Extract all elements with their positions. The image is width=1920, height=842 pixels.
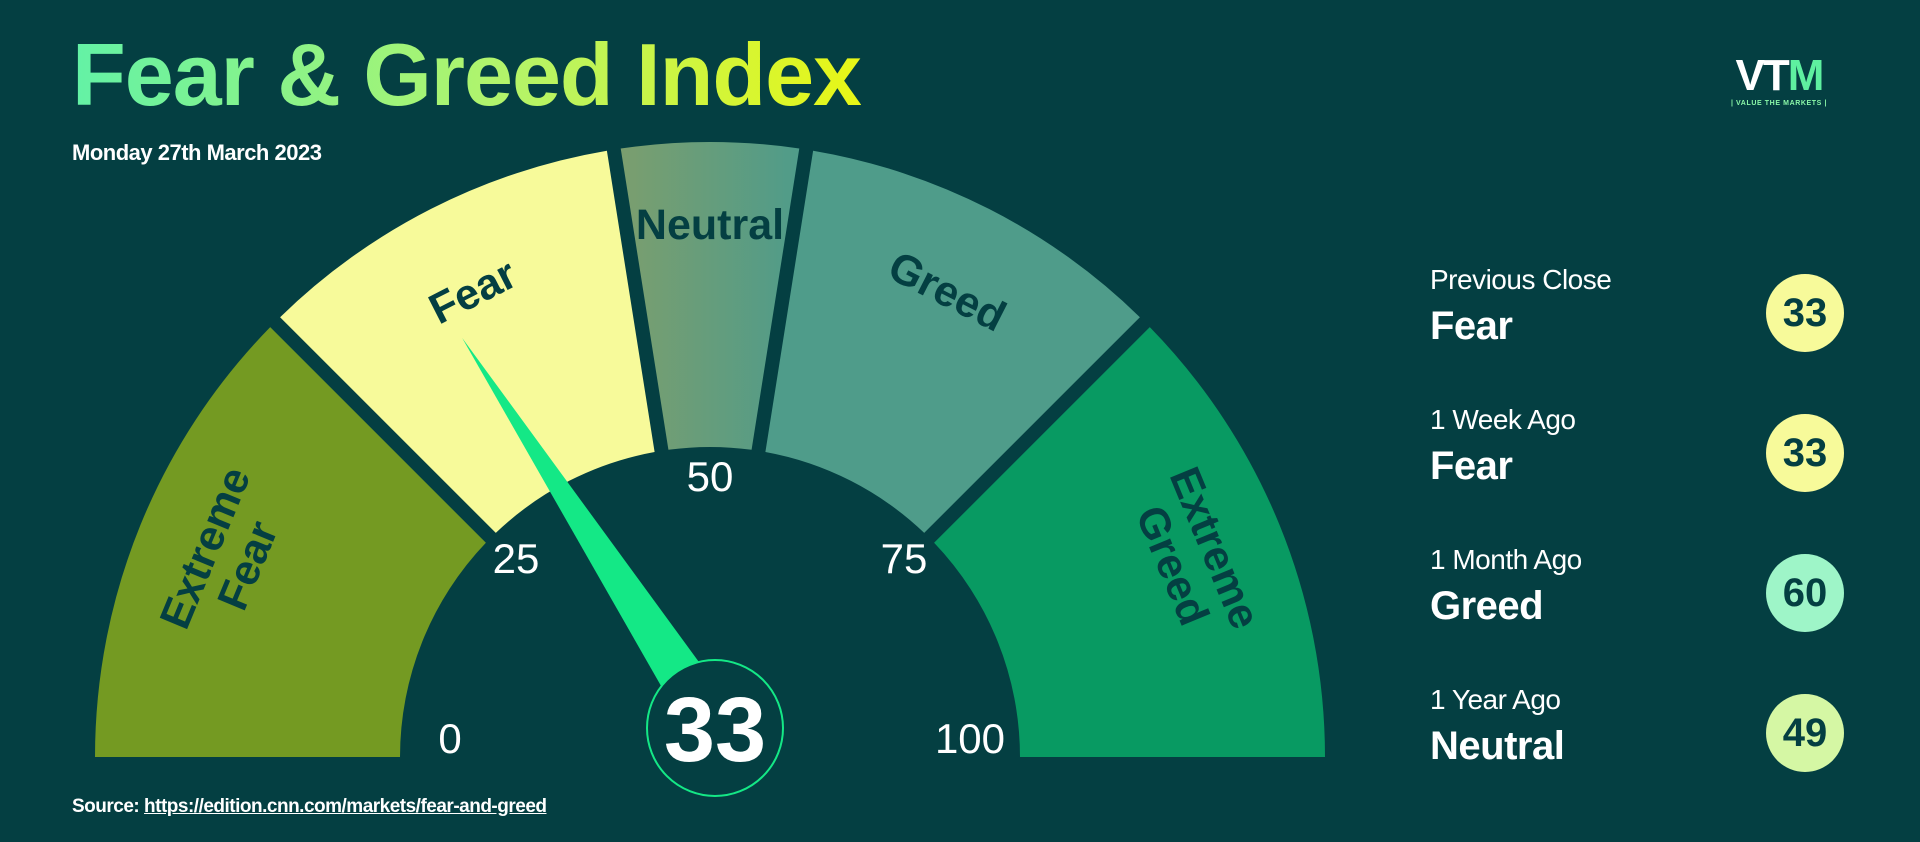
logo-tagline: | VALUE THE MARKETS | xyxy=(1730,100,1828,107)
source-label: Source: xyxy=(72,796,140,817)
gauge-tick-label: 0 xyxy=(438,715,461,762)
gauge-tick-label: 50 xyxy=(687,453,734,500)
page-title: Fear & Greed Index xyxy=(72,25,862,124)
fear-greed-gauge: ExtremeFearFearNeutralGreedExtremeGreed … xyxy=(95,142,1325,797)
history-rating: Neutral xyxy=(1430,724,1565,768)
logo-wordmark-accent: M xyxy=(1787,51,1825,100)
history-rating: Greed xyxy=(1430,584,1544,628)
gauge-segment xyxy=(620,142,800,450)
vtm-logo: VTM | VALUE THE MARKETS | xyxy=(1724,52,1834,114)
gauge-needle xyxy=(462,337,737,743)
history-row: 1 Year Ago Neutral 49 xyxy=(1430,684,1850,794)
gauge-ticks: 0 25 50 75 100 xyxy=(438,453,1005,762)
history-rating: Fear xyxy=(1430,304,1513,348)
history-value-badge: 33 xyxy=(1766,274,1844,352)
history-value-badge: 60 xyxy=(1766,554,1844,632)
history-value-badge: 49 xyxy=(1766,694,1844,772)
gauge-needle-group: 33 xyxy=(462,337,784,797)
source-link[interactable]: https://edition.cnn.com/markets/fear-and… xyxy=(144,796,547,817)
history-period: 1 Month Ago xyxy=(1430,544,1582,575)
logo-wordmark-main: VT xyxy=(1735,51,1790,100)
gauge-tick-label: 100 xyxy=(935,715,1005,762)
source-line: Source: https://edition.cnn.com/markets/… xyxy=(72,796,547,818)
gauge-value-circle xyxy=(646,659,784,797)
logo-wordmark: VTM xyxy=(1724,52,1834,100)
gauge-value: 33 xyxy=(664,679,766,781)
history-row: 1 Month Ago Greed 60 xyxy=(1430,544,1850,654)
gauge-tick-label: 25 xyxy=(493,535,540,582)
history-period: 1 Year Ago xyxy=(1430,684,1561,715)
gauge-tick-label: 75 xyxy=(881,535,928,582)
gauge-segment xyxy=(280,150,655,533)
gauge-segment xyxy=(95,327,486,757)
history-row: 1 Week Ago Fear 33 xyxy=(1430,404,1850,514)
history-row: Previous Close Fear 33 xyxy=(1430,264,1850,374)
gauge-segments xyxy=(95,142,1325,757)
history-rating: Fear xyxy=(1430,444,1513,488)
gauge-segment-label: Neutral xyxy=(636,201,784,249)
history-value-badge: 33 xyxy=(1766,414,1844,492)
history-period: 1 Week Ago xyxy=(1430,404,1576,435)
page-date: Monday 27th March 2023 xyxy=(72,140,322,165)
gauge-segment xyxy=(934,327,1325,757)
history-period: Previous Close xyxy=(1430,264,1612,295)
gauge-segment xyxy=(765,150,1140,533)
